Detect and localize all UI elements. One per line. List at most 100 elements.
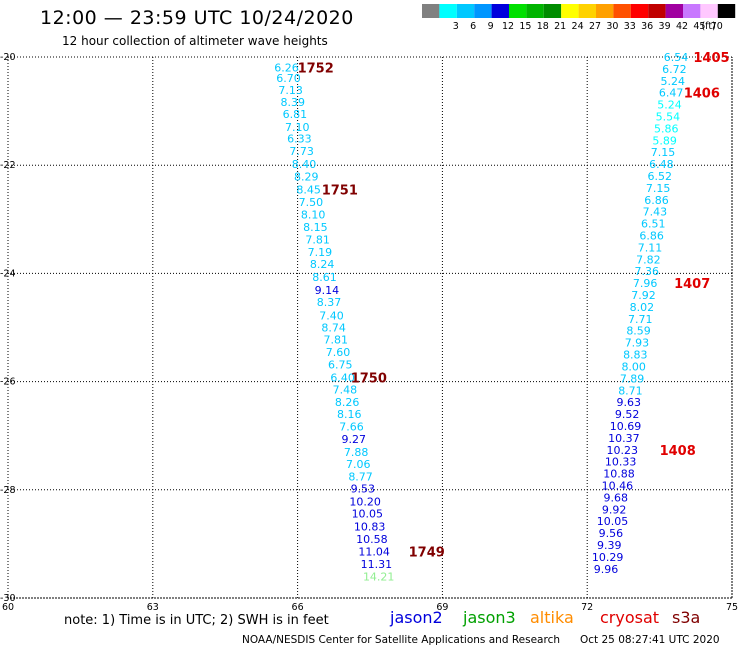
wave-height-reading: 8.39 xyxy=(281,96,306,109)
pass-number-label: 1751 xyxy=(322,184,358,199)
satellite-cryosat-label: cryosat xyxy=(600,608,660,627)
pass-number-label: 1749 xyxy=(409,545,445,560)
wave-height-reading: 7.66 xyxy=(339,421,364,434)
wave-height-reading: 5.86 xyxy=(654,122,679,135)
wave-height-reading: 8.37 xyxy=(317,296,342,309)
latitude-tick-label: -24 xyxy=(0,268,16,279)
legend-label: 30 xyxy=(606,21,618,32)
color-legend: 3 6 9 12 15 18 21 24 27 30 33 36 39 42 45 70(ft) xyxy=(422,4,736,32)
wave-height-reading: 10.69 xyxy=(610,420,642,433)
wave-height-reading: 10.58 xyxy=(356,533,388,546)
wave-height-reading: 10.05 xyxy=(597,515,629,528)
latitude-tick-label: -26 xyxy=(0,377,16,388)
legend-swatch xyxy=(474,4,492,18)
wave-height-reading: 7.92 xyxy=(631,289,656,302)
longitude-tick-label: 69 xyxy=(436,602,448,613)
wave-height-reading: 10.20 xyxy=(349,496,381,509)
legend-label: 45 xyxy=(693,21,705,32)
latitude-tick-label: -20 xyxy=(0,52,16,63)
pass-number-label: 1406 xyxy=(684,87,720,102)
wave-height-reading: 6.40 xyxy=(330,371,355,384)
longitude-tick-label: 60 xyxy=(2,602,14,613)
pass-number-label: 1750 xyxy=(351,371,387,386)
wave-height-reading: 5.54 xyxy=(656,111,681,124)
wave-height-reading: 10.37 xyxy=(608,432,640,445)
wave-height-reading: 8.83 xyxy=(623,349,648,362)
legend-swatch xyxy=(509,4,527,18)
wave-height-reading: 5.24 xyxy=(657,99,682,112)
latitude-tick-label: -22 xyxy=(0,160,16,171)
wave-height-reading: 9.96 xyxy=(594,563,619,576)
wave-height-reading: 14.21 xyxy=(363,570,395,583)
wave-height-reading: 10.29 xyxy=(592,551,624,564)
wave-height-reading: 7.10 xyxy=(285,121,310,134)
legend-swatch xyxy=(683,4,701,18)
wave-height-reading: 7.73 xyxy=(289,145,314,158)
wave-height-reading: 7.93 xyxy=(625,337,650,350)
legend-swatch xyxy=(422,4,440,18)
legend-label: 42 xyxy=(676,21,688,32)
longitude-tick-label: 63 xyxy=(147,602,159,613)
wave-height-reading: 8.74 xyxy=(321,322,346,335)
wave-height-reading: 9.63 xyxy=(617,396,642,409)
wave-height-reading: 7.15 xyxy=(646,182,671,195)
wave-height-reading: 8.16 xyxy=(337,408,362,421)
wave-height-reading: 11.31 xyxy=(361,558,393,571)
wave-height-reading: 7.06 xyxy=(346,458,371,471)
wave-height-reading: 10.88 xyxy=(603,468,635,481)
wave-height-reading: 7.81 xyxy=(324,333,349,346)
wave-height-reading: 8.26 xyxy=(335,396,360,409)
wave-height-reading: 8.40 xyxy=(292,158,317,171)
page-title: 12:00 — 23:59 UTC 10/24/2020 xyxy=(40,7,354,29)
wave-height-reading: 7.15 xyxy=(651,146,676,159)
wave-height-reading: 6.75 xyxy=(328,358,353,371)
wave-height-reading: 9.68 xyxy=(604,491,629,504)
legend-label: 15 xyxy=(519,21,531,32)
wave-height-reading: 7.13 xyxy=(278,84,303,97)
pass-number-label: 1752 xyxy=(298,61,334,76)
wave-height-reading: 5.89 xyxy=(652,134,677,147)
wave-height-reading: 9.39 xyxy=(597,539,622,552)
wave-height-reading: 9.14 xyxy=(315,284,340,297)
legend-label: 21 xyxy=(554,21,566,32)
satellite-s3a-label: s3a xyxy=(672,608,701,627)
wave-height-reading: 7.40 xyxy=(319,310,344,323)
legend-swatch xyxy=(456,4,475,18)
legend-swatch xyxy=(648,4,666,18)
wave-height-reading: 9.27 xyxy=(342,433,367,446)
legend-swatch xyxy=(543,4,562,18)
wave-height-reading: 7.88 xyxy=(344,446,369,459)
legend-label: 18 xyxy=(537,21,549,32)
wave-height-reading: 6.52 xyxy=(647,170,672,183)
wave-height-reading: 6.26 xyxy=(274,61,299,74)
legend-label: 27 xyxy=(589,21,601,32)
wave-height-reading: 7.43 xyxy=(643,206,668,219)
wave-height-reading: 8.45 xyxy=(296,184,321,197)
wave-height-reading: 8.24 xyxy=(310,258,335,271)
legend-swatch xyxy=(439,4,457,18)
page-subtitle: 12 hour collection of altimeter wave hei… xyxy=(62,34,328,48)
legend-label: 9 xyxy=(488,21,494,32)
wave-height-reading: 10.83 xyxy=(354,521,386,534)
wave-height-reading: 7.82 xyxy=(636,253,661,266)
legend-swatch xyxy=(561,4,579,18)
credit-organization: NOAA/NESDIS Center for Satellite Applica… xyxy=(242,634,560,646)
legend-swatch xyxy=(613,4,631,18)
wave-height-reading: 6.54 xyxy=(664,51,689,64)
wave-height-reading: 7.71 xyxy=(628,313,653,326)
satellite-jason2-label: jason2 xyxy=(390,608,443,627)
wave-height-reading: 7.19 xyxy=(308,246,333,259)
legend-swatch xyxy=(596,4,614,18)
legend-label: 33 xyxy=(624,21,636,32)
satellite-jason3-label: jason3 xyxy=(463,608,516,627)
wave-height-reading: 9.52 xyxy=(615,408,640,421)
credit-timestamp: Oct 25 08:27:41 UTC 2020 xyxy=(580,634,720,646)
legend-label: 6 xyxy=(470,21,476,32)
wave-height-reading: 7.60 xyxy=(326,346,351,359)
wave-height-reading: 9.56 xyxy=(599,527,624,540)
wave-height-reading: 10.46 xyxy=(602,479,634,492)
wave-height-reading: 6.70 xyxy=(276,72,301,85)
legend-swatch xyxy=(665,4,683,18)
wave-height-reading: 7.11 xyxy=(638,241,663,254)
